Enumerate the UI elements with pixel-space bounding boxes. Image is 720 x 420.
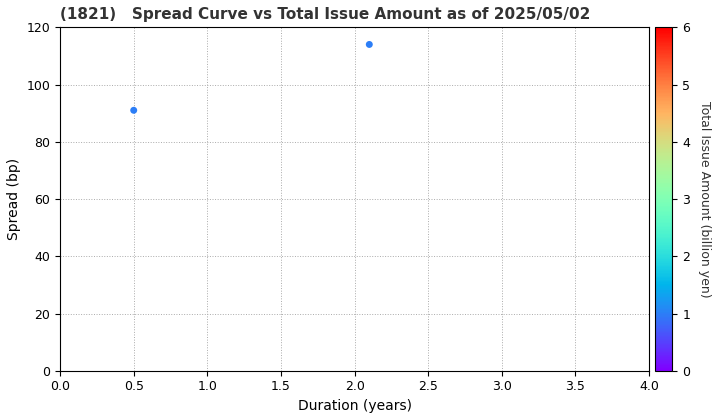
Y-axis label: Total Issue Amount (billion yen): Total Issue Amount (billion yen): [698, 101, 711, 297]
Y-axis label: Spread (bp): Spread (bp): [7, 158, 21, 240]
Point: [364, 41, 375, 48]
Text: (1821)   Spread Curve vs Total Issue Amount as of 2025/05/02: (1821) Spread Curve vs Total Issue Amoun…: [60, 7, 590, 22]
X-axis label: Duration (years): Duration (years): [297, 399, 412, 413]
Point: [128, 107, 140, 114]
